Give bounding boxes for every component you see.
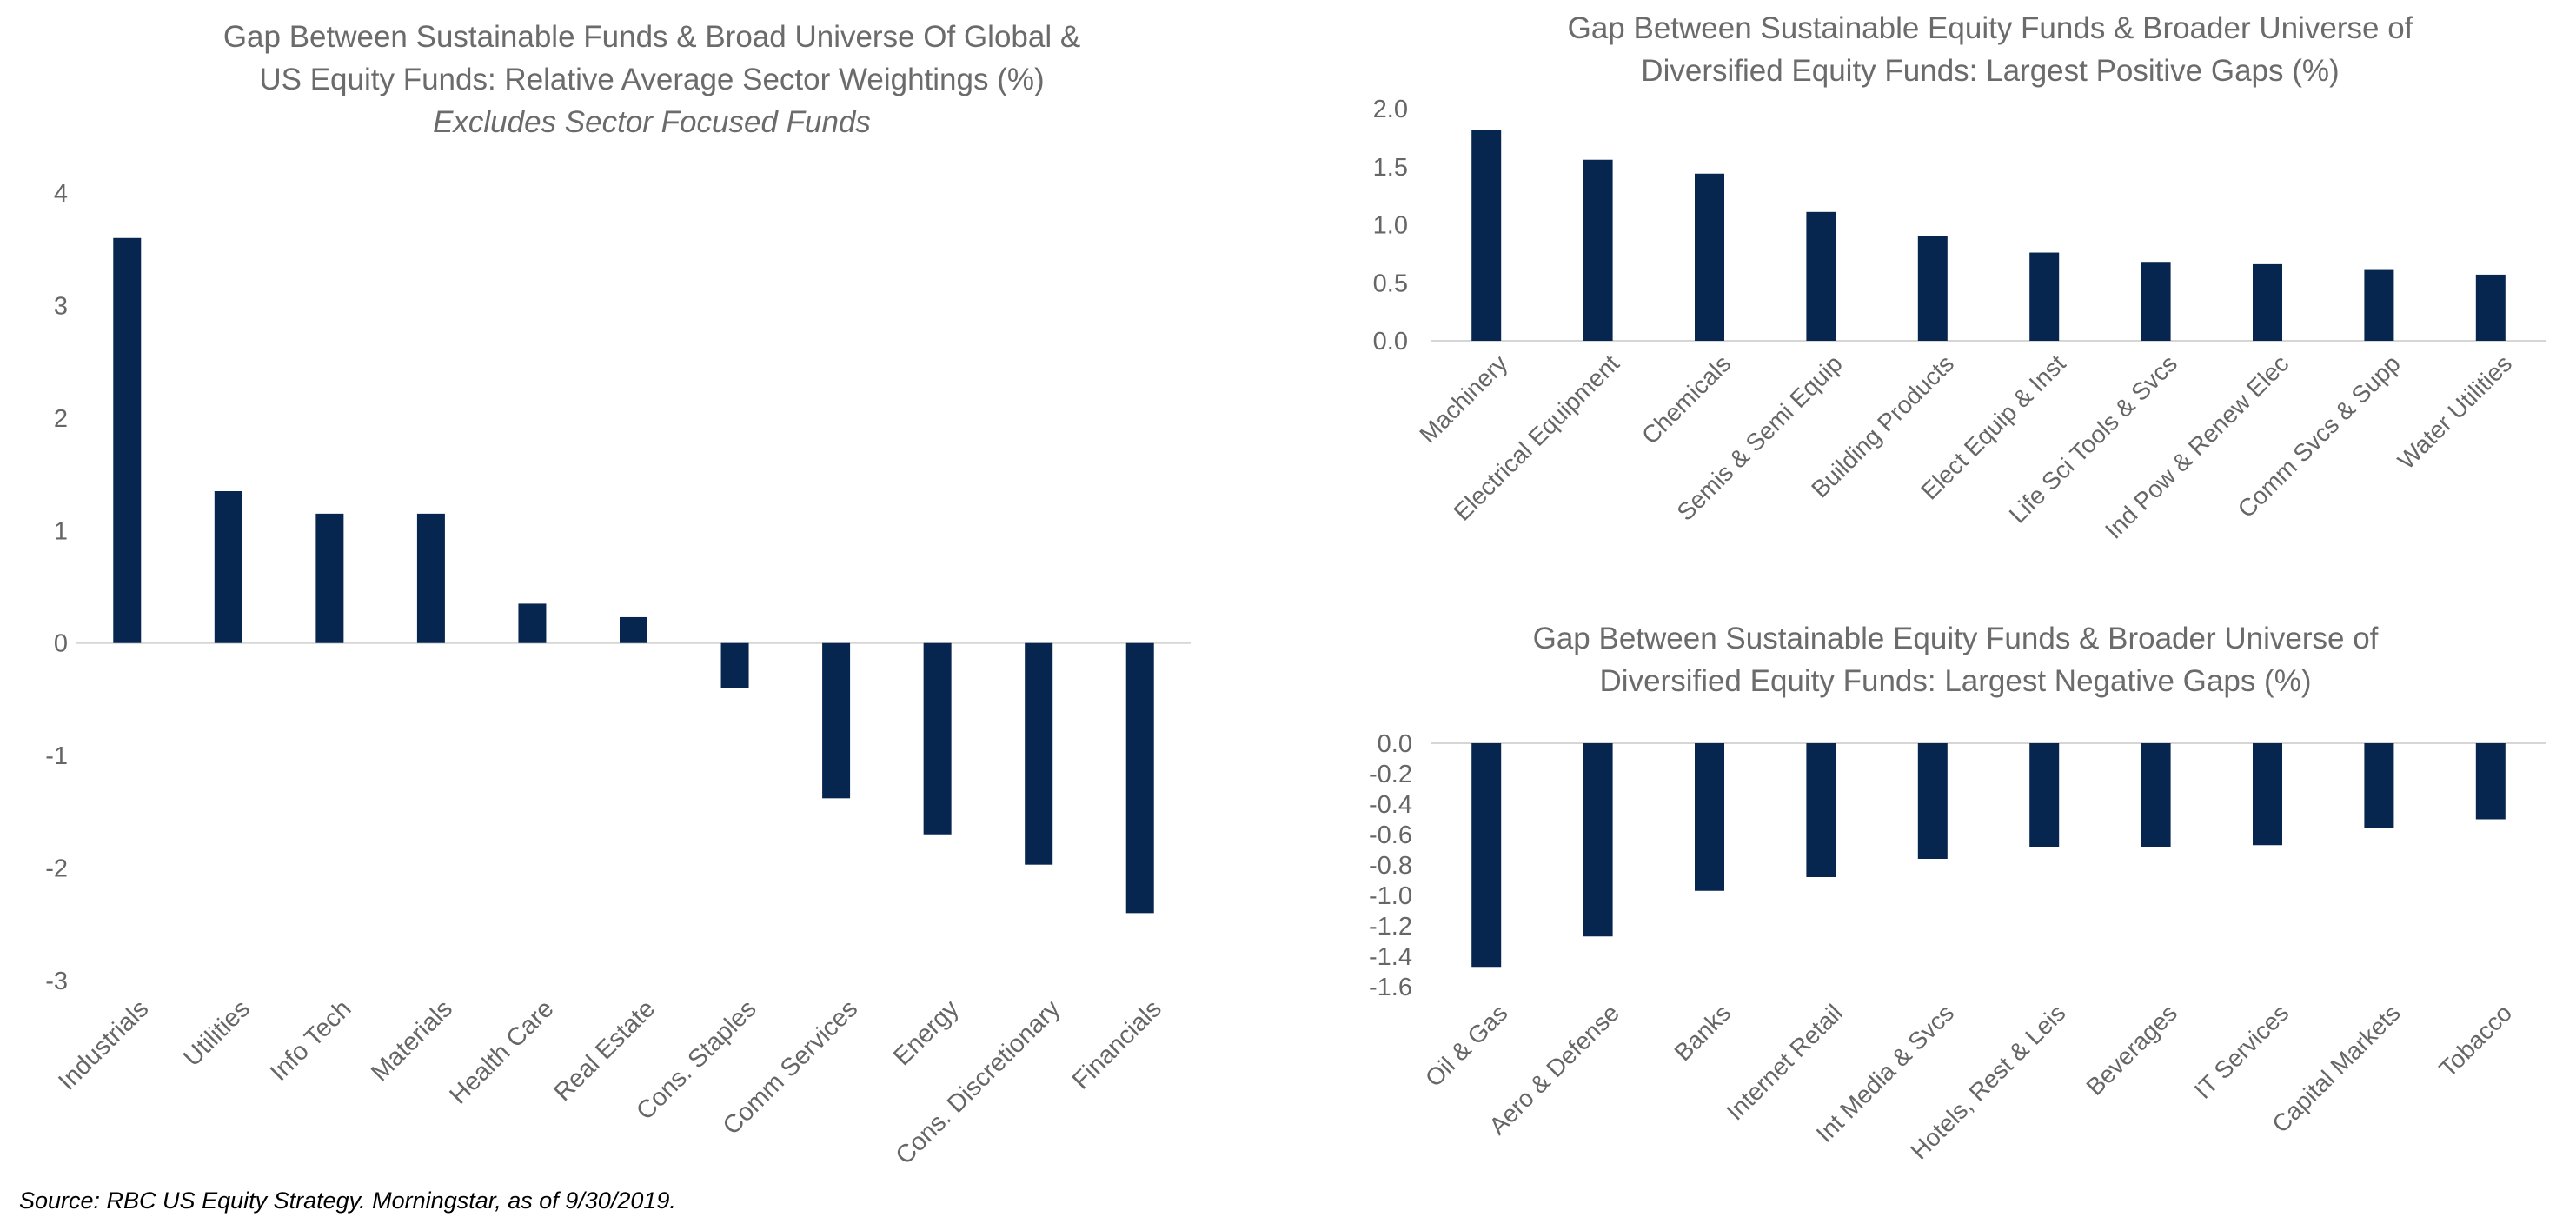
chart2-title-line-2: Diversified Equity Funds: Largest Positi… xyxy=(1641,54,2340,88)
chart2-y-tick-label: 1.5 xyxy=(1373,154,1408,182)
chart2-y-tick-label: 0.0 xyxy=(1373,328,1408,356)
chart1-bar xyxy=(923,642,952,835)
chart1-subtitle: Excludes Sector Focused Funds xyxy=(433,105,871,139)
chart3-y-tick-label: -0.4 xyxy=(1369,791,1412,819)
chart1-bar xyxy=(416,513,445,643)
chart3-y-tick-label: -0.6 xyxy=(1369,822,1412,849)
chart3-y-tick-label: 0.0 xyxy=(1378,730,1412,758)
chart2-y-tick-label: 1.0 xyxy=(1373,212,1408,240)
chart1-category-label: Energy xyxy=(888,994,965,1071)
chart1-category-label: Utilities xyxy=(178,994,256,1072)
chart1-bar xyxy=(113,237,142,643)
chart1-title: Gap Between Sustainable Funds & Broad Un… xyxy=(130,16,1173,143)
chart1-bar xyxy=(518,603,547,643)
chart1-bar xyxy=(315,513,344,643)
chart1-title-line-1: Gap Between Sustainable Funds & Broad Un… xyxy=(222,20,1081,54)
chart3-bar xyxy=(2253,743,2282,846)
chart2-title: Gap Between Sustainable Equity Funds & B… xyxy=(1425,7,2555,92)
chart2-category-label: Ind Pow & Renew Elec xyxy=(2100,349,2294,543)
chart3-category-label: IT Services xyxy=(2189,999,2294,1104)
chart3-bar xyxy=(1806,743,1836,877)
chart2-category-label: Water Utilities xyxy=(2393,349,2517,474)
chart2-y-tick-label: 2.0 xyxy=(1373,96,1408,123)
chart3-bar xyxy=(1695,743,1724,891)
chart1-bar xyxy=(1025,642,1053,865)
chart1-y-tick-label: 2 xyxy=(54,405,68,433)
chart2-bar xyxy=(2029,252,2060,341)
chart2-category-label: Chemicals xyxy=(1637,349,1736,449)
chart1-y-tick-label: 0 xyxy=(54,630,68,658)
chart3-y-tick-label: -1.6 xyxy=(1369,974,1412,1001)
chart3-bar xyxy=(1583,743,1613,937)
chart1-bar xyxy=(822,642,851,799)
chart2-bar xyxy=(2364,269,2394,341)
chart3-bar xyxy=(1471,743,1502,968)
chart3-category-label: Beverages xyxy=(2081,999,2182,1101)
chart1-category-label: Real Estate xyxy=(548,994,661,1107)
chart1-y-tick-label: 4 xyxy=(54,180,68,208)
chart2-bar xyxy=(2475,274,2506,341)
chart2-bar xyxy=(1471,130,1502,341)
chart2-bar xyxy=(2141,262,2171,341)
chart1-title-line-2: US Equity Funds: Relative Average Sector… xyxy=(259,63,1045,96)
chart3-bar xyxy=(1917,743,1948,859)
chart2-bar xyxy=(2253,263,2282,341)
chart3-category-label: Internet Retail xyxy=(1722,999,1848,1125)
chart3-y-tick-label: -0.2 xyxy=(1369,761,1412,788)
chart3-bar xyxy=(2475,743,2506,820)
chart3-title-line-2: Diversified Equity Funds: Largest Negati… xyxy=(1599,664,2312,698)
chart3-title-line-1: Gap Between Sustainable Equity Funds & B… xyxy=(1532,622,2379,655)
chart3-bar xyxy=(2141,743,2171,847)
chart1-category-label: Health Care xyxy=(444,994,559,1109)
chart2-bar xyxy=(1917,236,1948,341)
chart2-bar xyxy=(1695,173,1724,341)
chart2-bar xyxy=(1806,211,1836,341)
chart2-y-tick-label: 0.5 xyxy=(1373,269,1408,297)
chart3-category-label: Tobacco xyxy=(2434,999,2518,1082)
chart3-y-tick-label: -1.4 xyxy=(1369,943,1412,971)
chart1-bar xyxy=(1125,642,1154,914)
chart3-bar xyxy=(2029,743,2060,847)
chart3-title: Gap Between Sustainable Equity Funds & B… xyxy=(1391,617,2520,702)
chart1-bar xyxy=(214,490,242,643)
chart3-category-label: Oil & Gas xyxy=(1420,999,1513,1092)
chart2-bar xyxy=(1583,159,1613,341)
chart1-y-tick-label: -1 xyxy=(45,742,68,770)
chart1-bar xyxy=(720,642,749,688)
chart1-y-tick-label: 3 xyxy=(54,292,68,320)
chart1-category-label: Cons. Discretionary xyxy=(891,994,1066,1170)
chart1-category-label: Financials xyxy=(1067,994,1167,1094)
chart3-bar xyxy=(2364,743,2394,828)
chart3-y-tick-label: -1.0 xyxy=(1369,882,1412,910)
chart3-y-tick-label: -1.2 xyxy=(1369,913,1412,941)
chart1-category-label: Industrials xyxy=(53,994,154,1095)
chart3-y-tick-label: -0.8 xyxy=(1369,852,1412,880)
chart2-title-line-1: Gap Between Sustainable Equity Funds & B… xyxy=(1567,11,2413,45)
chart1-y-tick-label: 1 xyxy=(54,517,68,545)
chart1-category-label: Info Tech xyxy=(265,994,356,1086)
source-note: Source: RBC US Equity Strategy. Mornings… xyxy=(19,1187,676,1214)
chart1-y-tick-label: -3 xyxy=(45,968,68,995)
chart2-category-label: Machinery xyxy=(1414,349,1512,448)
chart3-category-label: Banks xyxy=(1669,999,1736,1066)
chart1-bar xyxy=(620,616,647,643)
chart1-category-label: Materials xyxy=(366,994,458,1087)
chart1-y-tick-label: -2 xyxy=(45,855,68,883)
